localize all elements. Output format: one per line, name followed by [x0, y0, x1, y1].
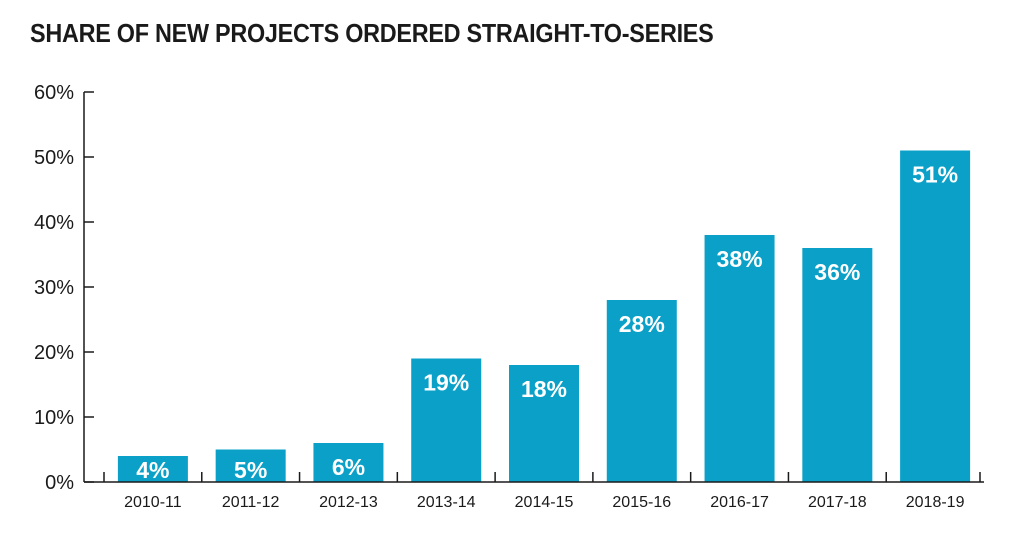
y-axis: 0% 10% 20% 30% 40% 50% 60% [34, 82, 94, 494]
y-tick-label: 20% [34, 342, 74, 364]
data-label: 36% [814, 259, 860, 285]
bar [802, 248, 873, 482]
bars: 4% 5% 6% 19% 18% 28% 38% 36% 51% [117, 150, 971, 483]
bar [900, 150, 971, 482]
x-tick-label: 2012-13 [319, 494, 378, 511]
x-tick-label: 2013-14 [417, 494, 476, 511]
bar [509, 365, 579, 482]
x-axis: 2010-11 2011-12 2012-13 2013-14 2014-15 2015-… [84, 472, 984, 511]
bar [117, 456, 188, 482]
bar [606, 300, 677, 482]
x-tick-label: 2014-15 [515, 494, 574, 511]
x-tick-label: 2011-12 [222, 494, 280, 511]
y-tick-label: 40% [34, 212, 74, 234]
x-tick-label: 2018-19 [906, 494, 965, 511]
data-label: 28% [619, 311, 665, 337]
data-label: 38% [717, 246, 763, 272]
data-label: 4% [136, 457, 169, 483]
data-label: 18% [521, 376, 567, 402]
y-tick-label: 10% [34, 407, 74, 429]
bar [215, 449, 286, 482]
y-tick-label: 30% [34, 277, 74, 299]
x-tick-label: 2010-11 [124, 494, 182, 511]
y-tick-label: 0% [45, 472, 74, 494]
data-label: 5% [234, 457, 267, 483]
y-tick-label: 60% [34, 82, 74, 104]
y-tick-label: 50% [34, 147, 74, 169]
chart-title: SHARE OF NEW PROJECTS ORDERED STRAIGHT-T… [30, 18, 714, 48]
bar [411, 358, 482, 482]
x-tick-label: 2017-18 [808, 494, 867, 511]
data-label: 51% [912, 162, 958, 188]
x-tick-label: 2015-16 [612, 494, 671, 511]
x-tick-label: 2016-17 [710, 494, 769, 511]
bar [313, 443, 384, 482]
data-label: 19% [423, 370, 469, 396]
data-label: 6% [332, 454, 365, 480]
bar [704, 235, 775, 482]
